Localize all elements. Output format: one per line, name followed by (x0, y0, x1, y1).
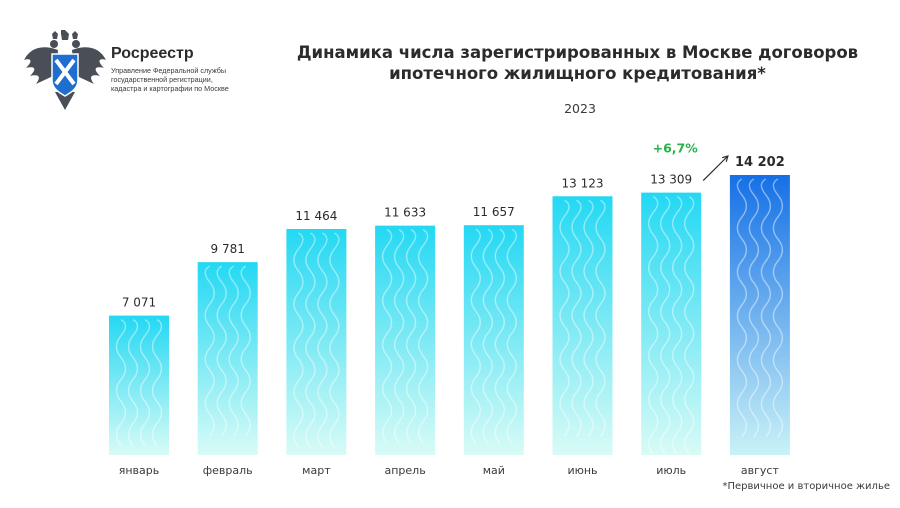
bar-texture-line (684, 195, 695, 456)
bar-texture-line (240, 265, 251, 437)
value-label: 11 464 (295, 209, 337, 223)
category-label: январь (119, 464, 160, 477)
bar-2 (197, 262, 258, 455)
bar-texture-line (393, 229, 405, 445)
bar-texture-line (293, 232, 304, 448)
bar-texture-line (736, 178, 748, 438)
bar-texture-line (329, 232, 340, 448)
bar-texture-line (317, 232, 328, 448)
category-label: март (302, 464, 331, 477)
bar-texture-line (672, 195, 683, 456)
org-subtitle-line: кадастра и картографии по Москве (111, 84, 229, 93)
bar-texture-line (760, 178, 772, 438)
rosreestr-logo-icon (24, 30, 106, 110)
bar-7 (641, 192, 702, 456)
arrow-head-icon (721, 155, 729, 162)
bar-6 (552, 196, 613, 455)
bar-texture-line (216, 265, 227, 437)
bar-texture-line (381, 229, 393, 445)
chart-title-line: Динамика числа зарегистрированных в Моск… (296, 43, 859, 62)
bar-texture-line (151, 318, 163, 447)
bar-texture-line (305, 232, 316, 448)
bar-texture-line (115, 318, 127, 447)
bar-3 (286, 228, 347, 455)
bar-4 (375, 225, 436, 455)
category-label: июль (656, 464, 686, 477)
bar-texture-line (571, 199, 582, 437)
bar-8 (729, 175, 790, 455)
bar-texture-line (204, 265, 215, 437)
category-label: февраль (203, 464, 253, 477)
bar-texture-line (648, 195, 659, 456)
bar-texture-line (494, 228, 505, 444)
value-label: 13 123 (562, 176, 604, 190)
bar-texture-line (748, 178, 760, 438)
bar-texture-line (772, 178, 784, 438)
org-subtitle-line: Управление Федеральной службы (111, 66, 226, 75)
growth-annotation: +6,7% (653, 141, 699, 156)
bar-texture-line (139, 318, 151, 447)
value-label: 14 202 (735, 155, 785, 170)
bar-texture-line (228, 265, 239, 437)
org-subtitle-line: государственной регистрации, (111, 75, 213, 84)
footnote: *Первичное и вторичное жилье (722, 481, 890, 492)
chart-subtitle-year: 2023 (564, 101, 596, 116)
bar-5 (463, 225, 524, 455)
bar-texture-line (405, 229, 417, 445)
value-label: 9 781 (211, 242, 245, 256)
arrow-icon (702, 155, 729, 182)
org-name: Росреестр (111, 45, 194, 62)
bar-1 (109, 315, 169, 455)
org-subtitle: Управление Федеральной службы государств… (111, 66, 261, 93)
chart-title-line: ипотечного жилищного кредитования* (389, 64, 766, 83)
category-label: август (741, 464, 780, 477)
bar-texture-line (660, 195, 671, 456)
bar-texture-line (482, 228, 493, 444)
bar-texture-line (559, 199, 570, 437)
category-label: апрель (384, 464, 425, 477)
category-label: июнь (567, 464, 597, 477)
bar-texture-line (127, 318, 139, 447)
bar-texture-line (595, 199, 606, 437)
value-label: 11 657 (473, 205, 515, 219)
value-label: 11 633 (384, 206, 426, 220)
category-label: май (483, 464, 505, 477)
chart-title: Динамика числа зарегистрированных в Моск… (270, 42, 885, 84)
value-label: 13 309 (650, 173, 692, 187)
value-label: 7 071 (122, 296, 156, 310)
bar-texture-line (470, 228, 481, 444)
bar-texture-line (583, 199, 594, 437)
bar-texture-line (506, 228, 517, 444)
bar-texture-line (417, 229, 429, 445)
